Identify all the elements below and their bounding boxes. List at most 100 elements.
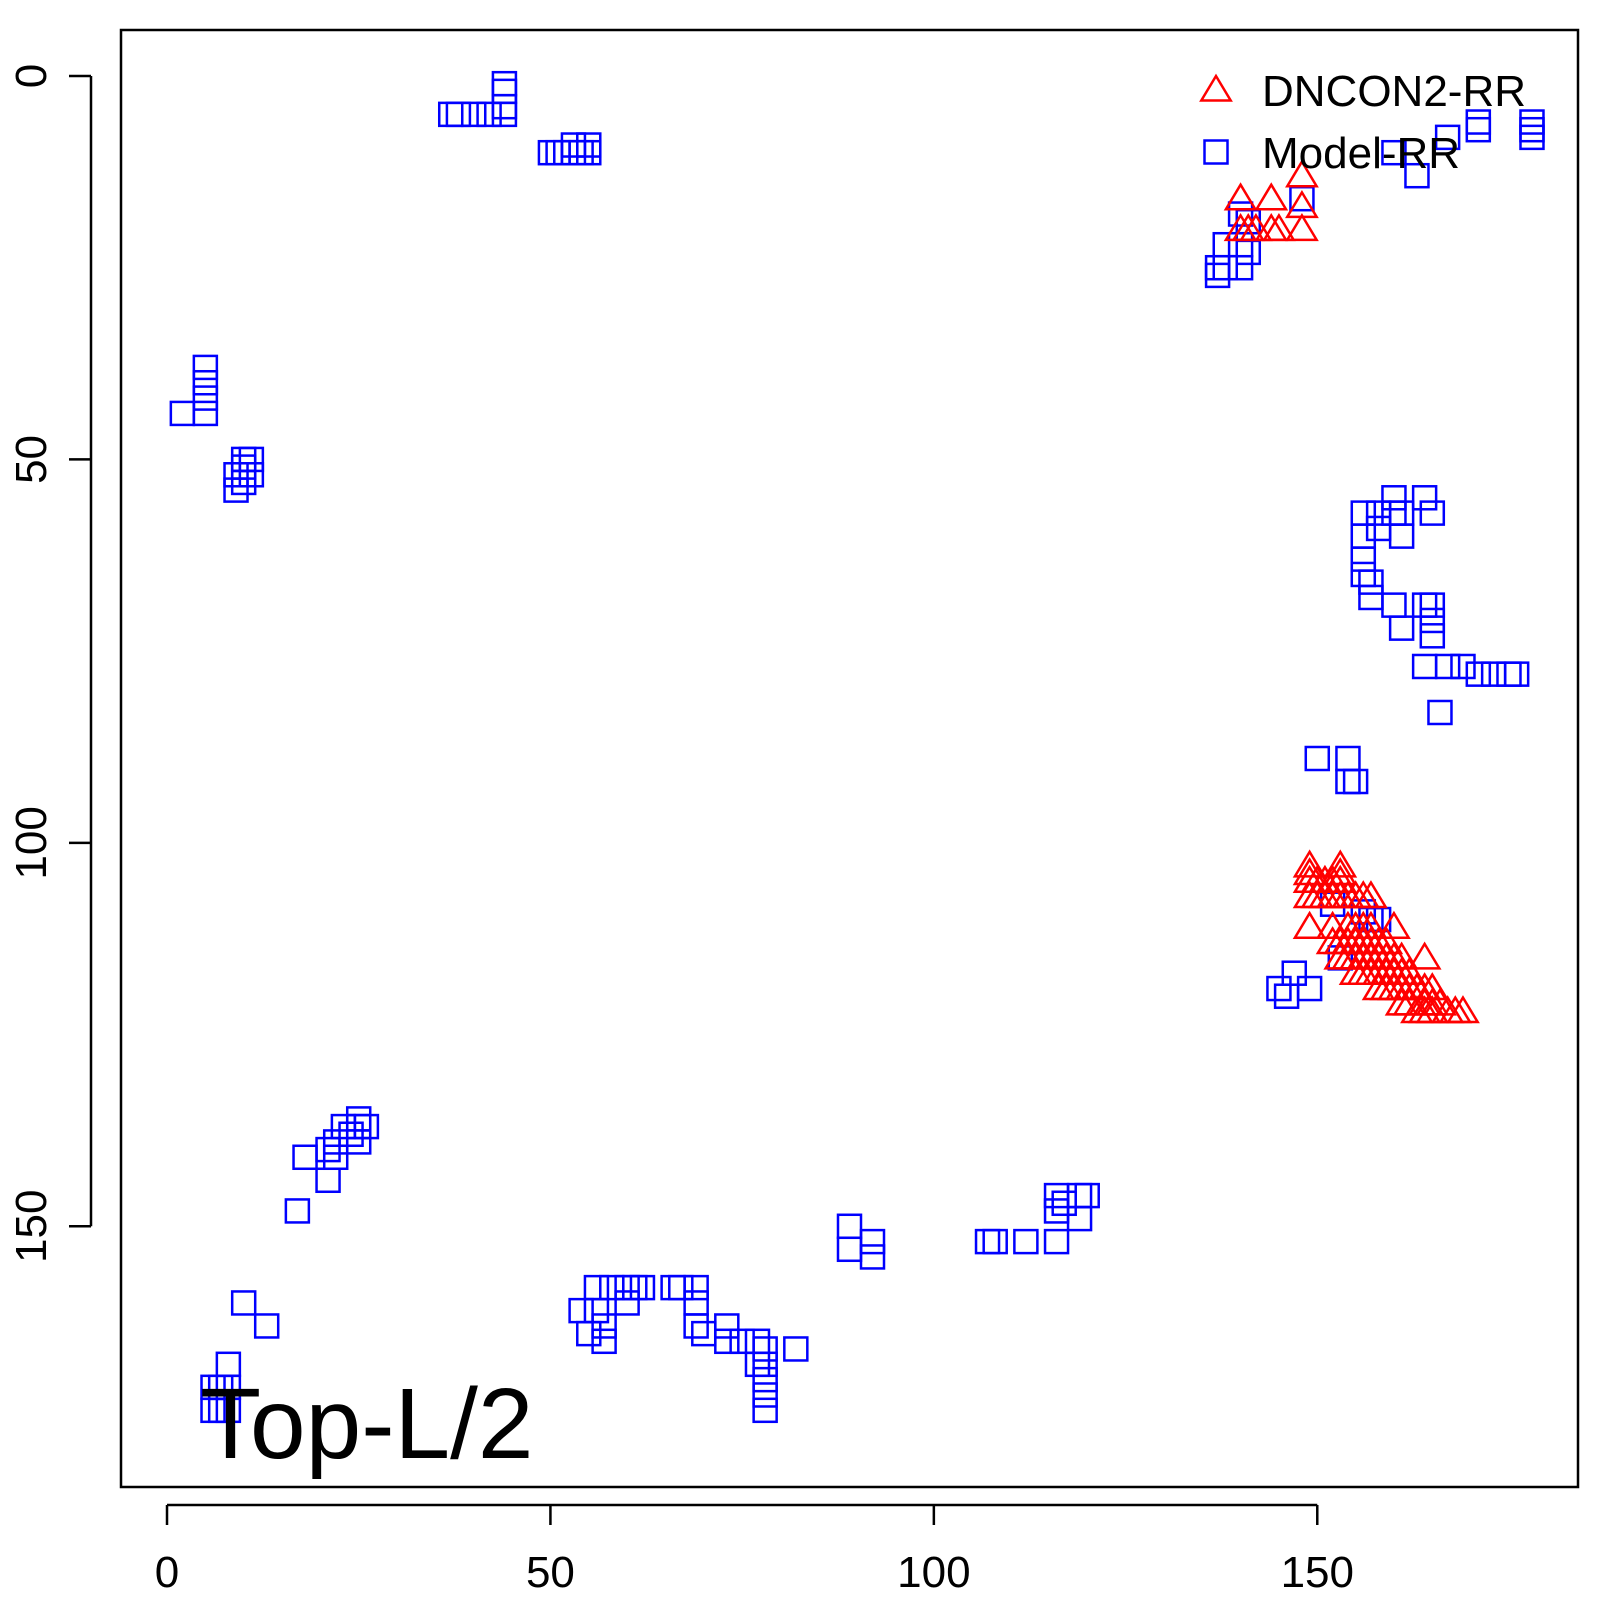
point-square xyxy=(1388,523,1415,549)
point-square xyxy=(192,400,219,427)
point-square xyxy=(230,469,257,496)
point-square xyxy=(660,1274,686,1301)
point-triangle xyxy=(1377,910,1411,939)
point-square xyxy=(668,1274,694,1301)
point-square xyxy=(437,101,464,128)
point-square xyxy=(253,1313,280,1339)
series-layer xyxy=(169,70,1545,1424)
point-triangle xyxy=(1369,926,1404,955)
point-square xyxy=(1503,661,1530,687)
point-square xyxy=(230,454,257,480)
point-triangle xyxy=(1354,910,1388,939)
point-square xyxy=(752,1397,778,1424)
plot-frame xyxy=(119,28,1580,1489)
point-square xyxy=(1212,254,1239,281)
point-square xyxy=(1404,162,1430,189)
point-square xyxy=(315,1167,341,1194)
point-square xyxy=(1381,500,1407,526)
point-triangle xyxy=(1384,941,1419,970)
point-square xyxy=(192,354,219,381)
point-square xyxy=(1043,1182,1070,1209)
point-square xyxy=(1066,1182,1093,1209)
point-square xyxy=(230,1290,257,1316)
point-square xyxy=(1388,500,1415,526)
point-square xyxy=(1465,116,1492,143)
point-square xyxy=(1358,584,1384,611)
point-square xyxy=(238,446,265,473)
point-square xyxy=(1066,1205,1093,1232)
point-square xyxy=(315,1136,341,1163)
x-tick-label: 50 xyxy=(526,1548,575,1597)
point-square xyxy=(1204,254,1231,281)
y-axis: 0 50 100 150 xyxy=(7,64,93,1263)
point-square xyxy=(1273,983,1300,1009)
point-square xyxy=(1419,623,1446,649)
point-square xyxy=(1381,139,1407,166)
point-square xyxy=(1281,960,1308,986)
point-square xyxy=(560,139,587,166)
y-tick-label: 0 xyxy=(7,64,56,88)
point-square xyxy=(223,462,249,488)
point-triangle xyxy=(1254,182,1289,211)
point-square xyxy=(568,1297,594,1324)
point-triangle xyxy=(1392,956,1427,985)
point-square xyxy=(1365,500,1392,526)
point-square xyxy=(744,1328,771,1355)
point-square xyxy=(238,462,265,488)
point-square xyxy=(338,1121,364,1148)
point-square xyxy=(292,1144,318,1171)
point-square xyxy=(192,369,219,396)
y-tick-label: 100 xyxy=(7,806,56,879)
point-square xyxy=(752,1351,778,1378)
point-square xyxy=(744,1351,771,1378)
legend: DNCON2-RR Model-RR xyxy=(1199,67,1526,178)
point-square xyxy=(1381,485,1407,511)
point-square xyxy=(553,139,579,166)
point-square xyxy=(1427,699,1453,726)
point-square xyxy=(1350,523,1377,549)
point-square xyxy=(1227,201,1254,227)
point-square xyxy=(752,1366,778,1393)
point-square xyxy=(330,1113,357,1140)
point-square xyxy=(974,1228,1001,1255)
point-square xyxy=(1350,561,1377,588)
point-triangle xyxy=(1292,849,1327,878)
point-square xyxy=(1419,592,1446,618)
point-square xyxy=(353,1113,380,1140)
point-square xyxy=(476,101,502,128)
point-square xyxy=(576,139,602,166)
point-square xyxy=(729,1328,755,1355)
series-model-rr xyxy=(169,70,1545,1424)
point-square xyxy=(1434,653,1461,680)
point-square xyxy=(1411,653,1438,680)
point-square xyxy=(576,132,602,158)
x-tick-label: 100 xyxy=(897,1548,970,1597)
point-square xyxy=(1204,262,1231,289)
point-triangle xyxy=(1285,212,1319,242)
point-triangle xyxy=(1423,987,1457,1016)
point-square xyxy=(491,93,518,120)
point-square xyxy=(1342,768,1369,795)
point-square xyxy=(445,101,472,128)
point-square xyxy=(192,385,219,411)
point-square xyxy=(215,1397,242,1424)
point-triangle xyxy=(1323,864,1358,893)
point-square xyxy=(1411,485,1438,511)
point-square xyxy=(1381,592,1407,618)
point-square xyxy=(1350,899,1377,925)
point-square xyxy=(491,70,518,97)
point-square xyxy=(629,1274,656,1301)
point-square xyxy=(836,1213,863,1240)
point-square xyxy=(599,1274,625,1301)
point-square xyxy=(491,101,518,128)
point-square xyxy=(460,101,487,128)
point-square xyxy=(614,1290,640,1316)
point-square xyxy=(591,1313,617,1339)
point-square xyxy=(322,1144,349,1171)
point-square xyxy=(1350,546,1377,572)
point-square xyxy=(591,1328,617,1355)
point-square xyxy=(583,1274,610,1301)
point-square xyxy=(1266,975,1292,1002)
point-square xyxy=(783,1336,809,1362)
point-square xyxy=(622,1274,648,1301)
